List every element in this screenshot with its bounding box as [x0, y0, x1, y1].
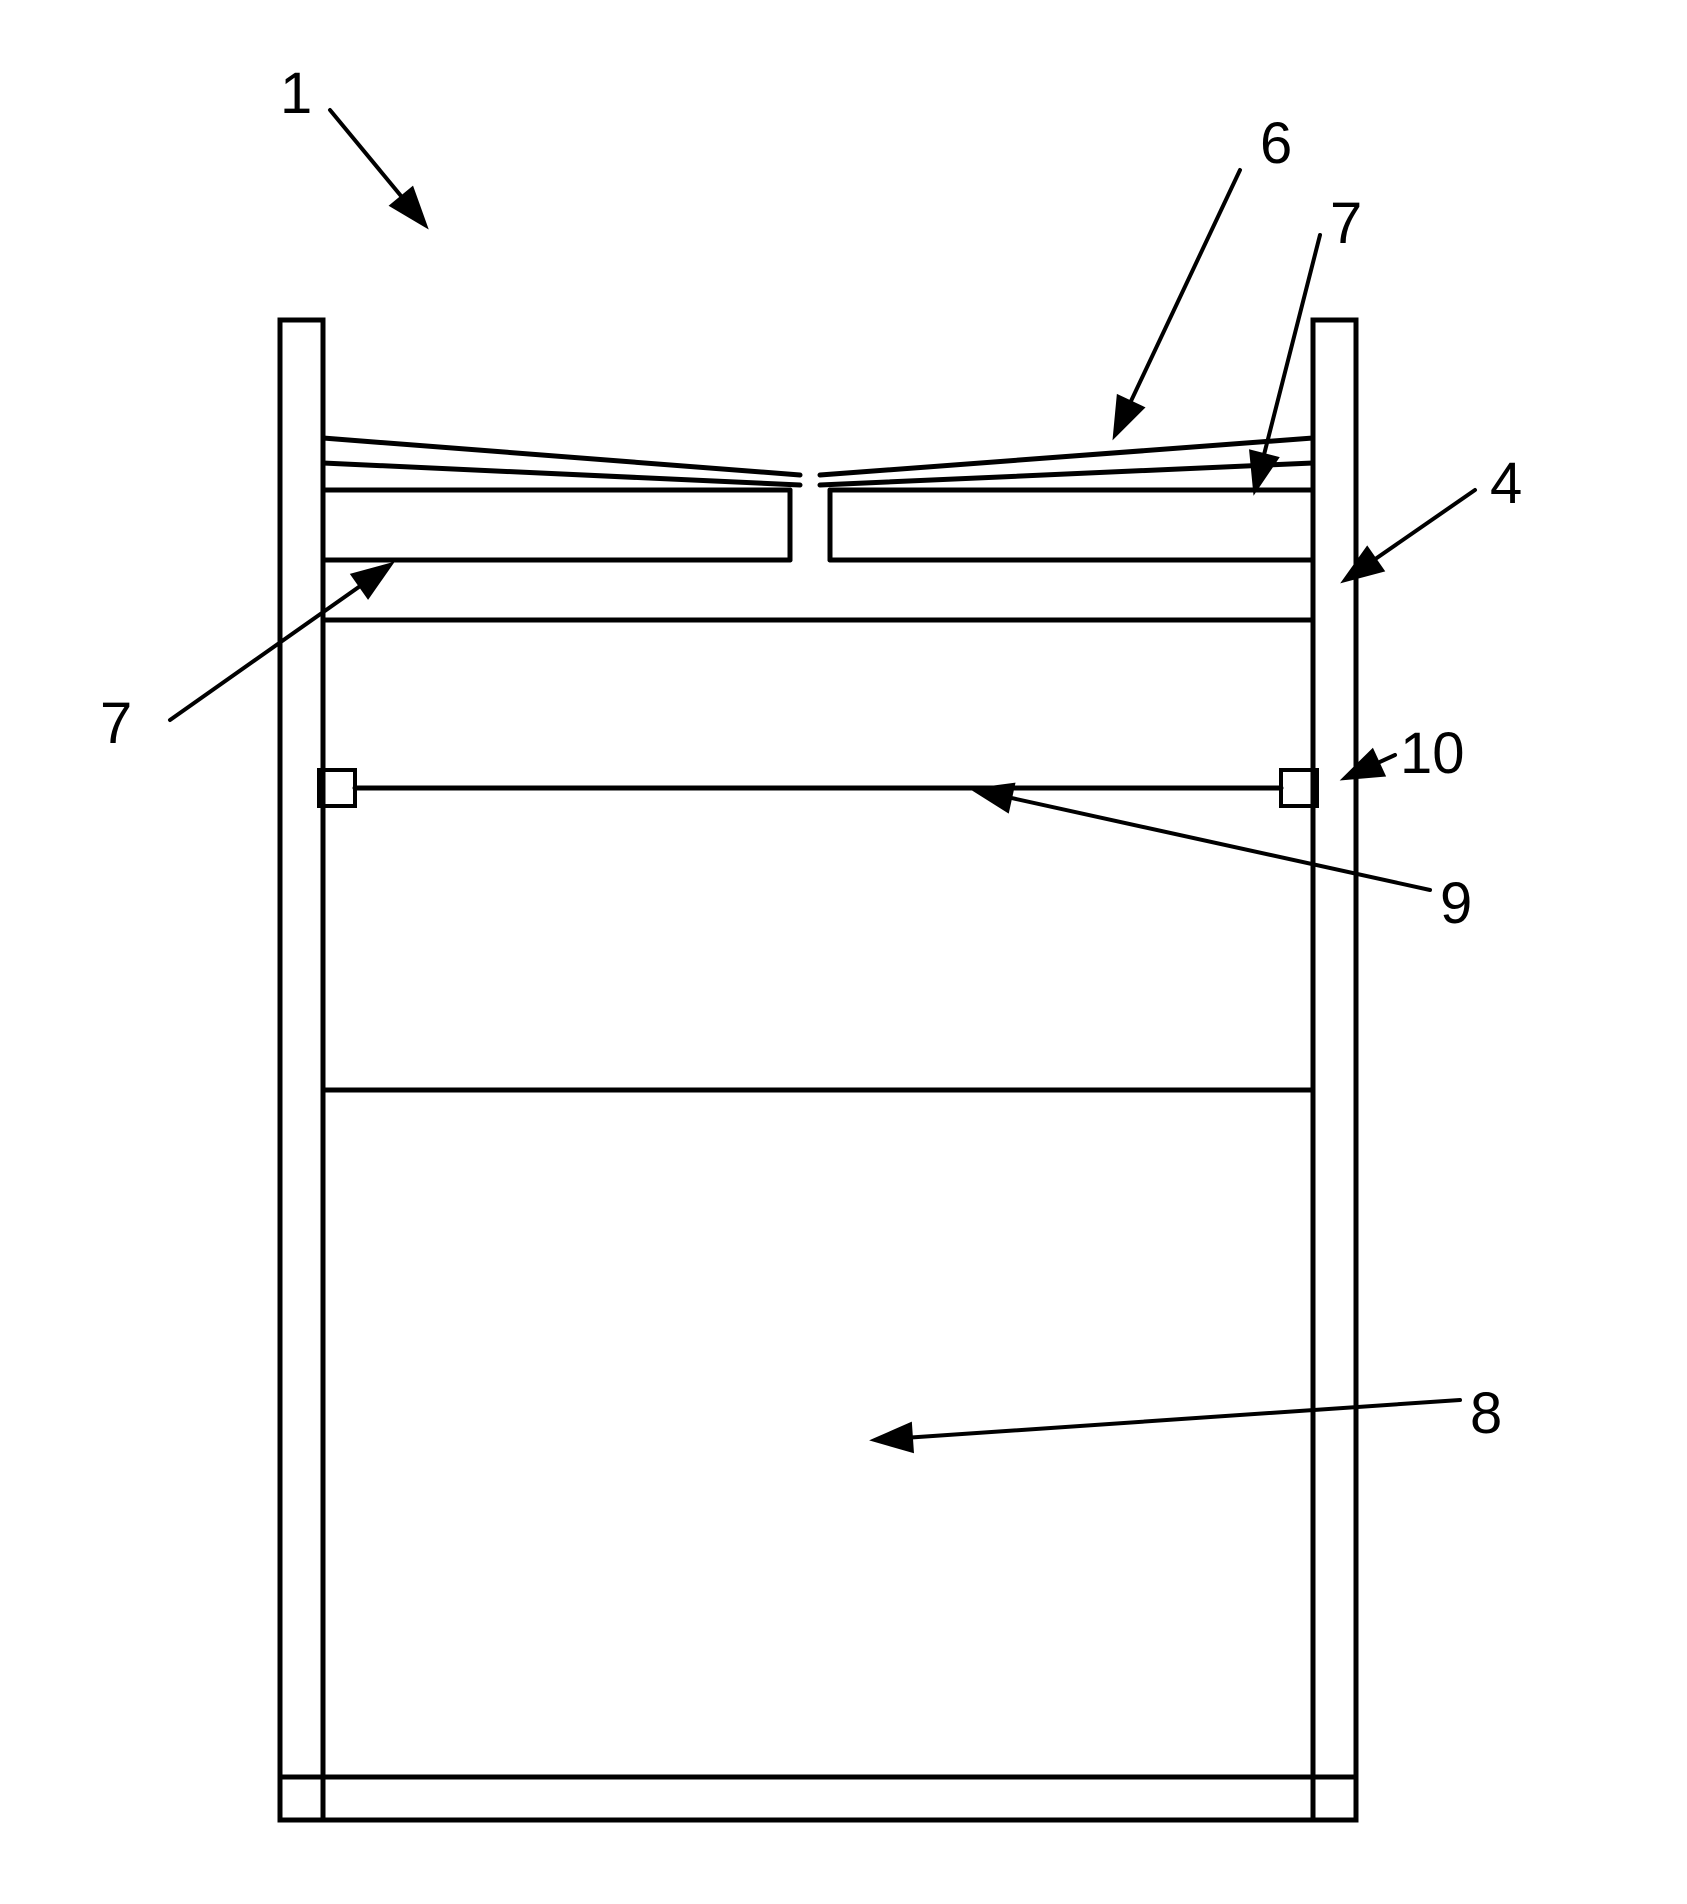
- label-1: 1: [280, 60, 312, 127]
- label-7a: 7: [1330, 190, 1362, 257]
- label-8: 8: [1470, 1380, 1502, 1447]
- diagram-svg: [0, 0, 1687, 1904]
- label-4: 4: [1490, 450, 1522, 517]
- label-6: 6: [1260, 110, 1292, 177]
- label-10: 10: [1400, 720, 1465, 787]
- label-9: 9: [1440, 870, 1472, 937]
- label-7b: 7: [100, 690, 132, 757]
